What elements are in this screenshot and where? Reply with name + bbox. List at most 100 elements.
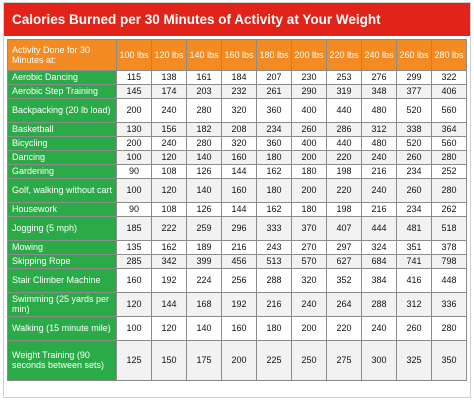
calorie-value: 200 — [116, 98, 152, 123]
calorie-value: 216 — [361, 202, 397, 217]
table-row: Jogging (5 mph) 185 222 259 296 333 370 407 444 4… — [7, 216, 467, 241]
calorie-value: 407 — [326, 216, 362, 241]
table-row: Aerobic Step Training 145 174 203 232 261 290 3… — [7, 84, 467, 99]
calorie-value: 798 — [431, 254, 467, 269]
calorie-value: 280 — [186, 98, 222, 123]
calorie-value: 280 — [431, 150, 467, 165]
calorie-value: 518 — [431, 216, 467, 241]
calorie-value: 240 — [361, 178, 397, 203]
calorie-value: 324 — [361, 240, 397, 255]
activity-label: Backpacking (20 lb load) — [7, 98, 117, 123]
activity-label: Jogging (5 mph) — [7, 216, 117, 241]
calorie-value: 144 — [151, 292, 187, 317]
calorie-value: 336 — [431, 292, 467, 317]
calorie-value: 135 — [116, 240, 152, 255]
calorie-value: 220 — [326, 178, 362, 203]
calorie-value: 162 — [256, 202, 292, 217]
calorie-value: 220 — [326, 316, 362, 341]
activity-label: Weight Training (90 seconds between sets… — [7, 340, 117, 381]
page-title: Calories Burned per 30 Minutes of Activi… — [4, 3, 470, 36]
table-header: Activity Done for 30 Minutes at: 100 lbs… — [7, 39, 467, 71]
calorie-value: 162 — [256, 164, 292, 179]
calorie-value: 184 — [221, 70, 257, 85]
calorie-value: 240 — [291, 292, 327, 317]
weight-header: 100 lbs — [116, 39, 152, 71]
activity-label: Basketball — [7, 122, 117, 137]
header-row: Activity Done for 30 Minutes at: 100 lbs… — [7, 39, 467, 71]
calorie-value: 150 — [151, 340, 187, 381]
calorie-value: 243 — [256, 240, 292, 255]
calorie-value: 262 — [431, 202, 467, 217]
calorie-chart: Calories Burned per 30 Minutes of Activi… — [3, 2, 471, 398]
calorie-value: 260 — [396, 316, 432, 341]
calorie-value: 440 — [326, 98, 362, 123]
calorie-value: 520 — [396, 136, 432, 151]
activity-label: Gardening — [7, 164, 117, 179]
calorie-value: 480 — [361, 98, 397, 123]
calorie-value: 140 — [186, 150, 222, 165]
calorie-value: 224 — [186, 268, 222, 293]
calorie-value: 320 — [221, 98, 257, 123]
activity-label: Swimming (25 yards per min) — [7, 292, 117, 317]
table-row: Housework 90 108 126 144 162 180 198 216 234 262 — [7, 202, 467, 217]
calorie-value: 100 — [116, 178, 152, 203]
activity-label: Walking (15 minute mile) — [7, 316, 117, 341]
calorie-value: 400 — [291, 98, 327, 123]
table-row: Weight Training (90 seconds between sets… — [7, 340, 467, 381]
calorie-value: 322 — [431, 70, 467, 85]
calorie-value: 162 — [151, 240, 187, 255]
calorie-value: 130 — [116, 122, 152, 137]
calorie-value: 240 — [151, 136, 187, 151]
calorie-value: 192 — [221, 292, 257, 317]
calorie-value: 138 — [151, 70, 187, 85]
calorie-value: 348 — [361, 84, 397, 99]
calorie-value: 145 — [116, 84, 152, 99]
calorie-value: 240 — [361, 316, 397, 341]
calorie-value: 90 — [116, 202, 152, 217]
calorie-value: 520 — [396, 98, 432, 123]
calorie-value: 570 — [291, 254, 327, 269]
calorie-value: 108 — [151, 202, 187, 217]
calorie-value: 350 — [431, 340, 467, 381]
calorie-value: 260 — [396, 178, 432, 203]
activity-label: Dancing — [7, 150, 117, 165]
activity-label: Mowing — [7, 240, 117, 255]
calorie-value: 161 — [186, 70, 222, 85]
calorie-value: 252 — [431, 164, 467, 179]
calorie-value: 480 — [361, 136, 397, 151]
calorie-value: 280 — [186, 136, 222, 151]
calorie-value: 260 — [396, 150, 432, 165]
calorie-value: 370 — [291, 216, 327, 241]
table-row: Backpacking (20 lb load) 200 240 280 320 360 4… — [7, 98, 467, 123]
calorie-value: 280 — [431, 316, 467, 341]
calorie-value: 377 — [396, 84, 432, 99]
calorie-value: 240 — [361, 150, 397, 165]
calorie-value: 180 — [256, 150, 292, 165]
calorie-value: 342 — [151, 254, 187, 269]
calorie-value: 288 — [256, 268, 292, 293]
calorie-value: 300 — [361, 340, 397, 381]
calorie-value: 180 — [291, 164, 327, 179]
calorie-value: 270 — [291, 240, 327, 255]
calorie-value: 264 — [326, 292, 362, 317]
calorie-value: 297 — [326, 240, 362, 255]
calorie-value: 285 — [116, 254, 152, 269]
weight-header: 140 lbs — [186, 39, 222, 71]
calorie-value: 448 — [431, 268, 467, 293]
activity-label: Golf, walking without cart — [7, 178, 117, 203]
calorie-value: 319 — [326, 84, 362, 99]
calorie-value: 360 — [256, 98, 292, 123]
activity-label: Stair Climber Machine — [7, 268, 117, 293]
activity-label: Skipping Rope — [7, 254, 117, 269]
calorie-value: 180 — [291, 202, 327, 217]
calorie-value: 234 — [396, 164, 432, 179]
calorie-value: 120 — [151, 316, 187, 341]
weight-header: 200 lbs — [291, 39, 327, 71]
table-body: Aerobic Dancing 115 138 161 184 207 230 253 276 2… — [7, 70, 467, 381]
table-row: Walking (15 minute mile) 100 120 140 160 180 2… — [7, 316, 467, 341]
calorie-value: 253 — [326, 70, 362, 85]
calorie-value: 290 — [291, 84, 327, 99]
calorie-value: 234 — [396, 202, 432, 217]
calorie-value: 256 — [221, 268, 257, 293]
calorie-value: 100 — [116, 316, 152, 341]
